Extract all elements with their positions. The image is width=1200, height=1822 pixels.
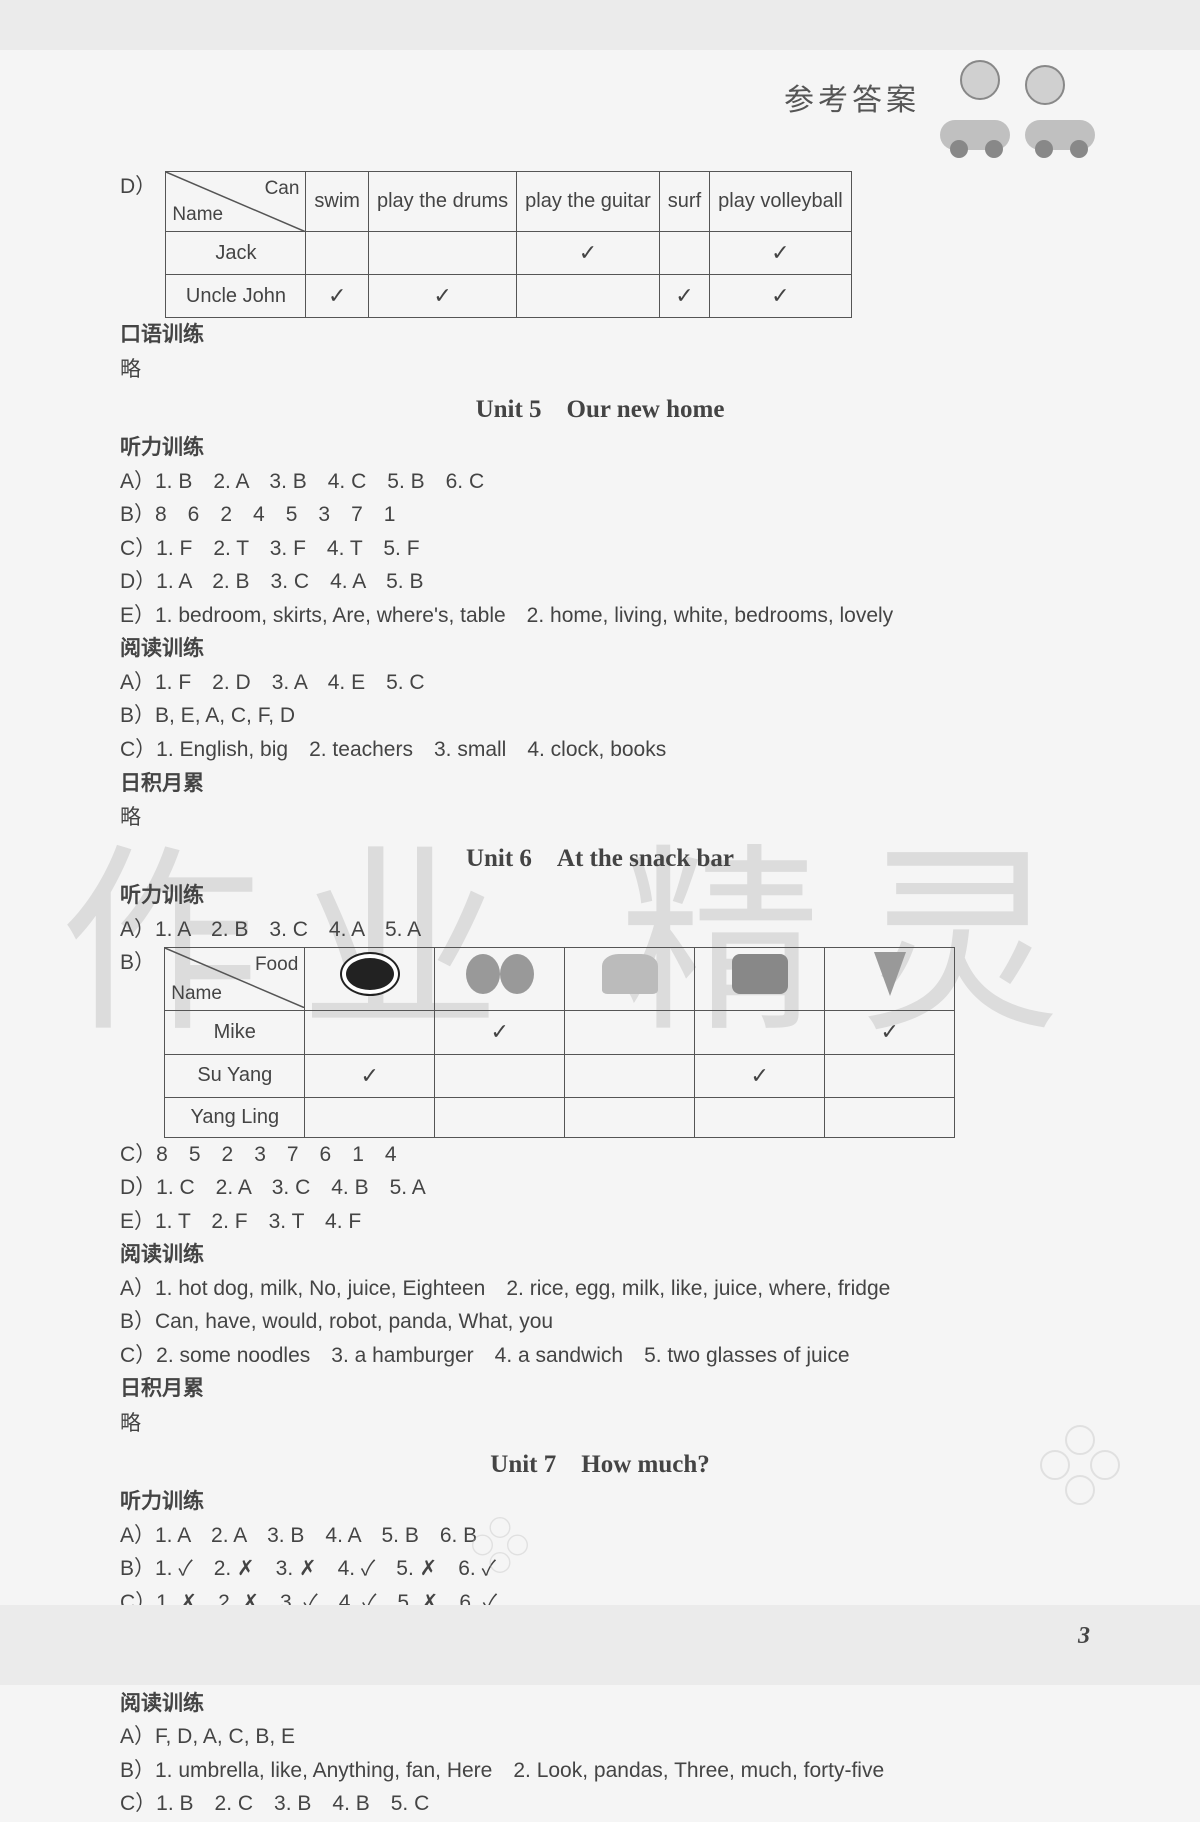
- u6-read-b: B）Can, have, would, robot, panda, What, …: [120, 1306, 1080, 1339]
- diag-top: Food: [255, 950, 298, 979]
- cell: [305, 1011, 435, 1054]
- heading-listen: 听力训练: [120, 880, 1080, 913]
- u7-read-c: C）1. B 2. C 3. B 4. B 5. C: [120, 1788, 1080, 1821]
- u5-listen-a: A）1. B 2. A 3. B 4. C 5. B 6. C: [120, 466, 1080, 499]
- u5-listen-e: E）1. bedroom, skirts, Are, where's, tabl…: [120, 600, 1080, 633]
- table-row: Su Yang ✓ ✓: [165, 1054, 955, 1097]
- food-cup-icon: [695, 948, 825, 1011]
- cell: ✓: [517, 232, 660, 275]
- row-name: Jack: [166, 232, 306, 275]
- cell: [565, 1011, 695, 1054]
- mascot-graphic: [930, 60, 1110, 150]
- cell: [565, 1054, 695, 1097]
- cell: [517, 275, 660, 318]
- heading-read: 阅读训练: [120, 633, 1080, 666]
- u5-listen-c: C）1. F 2. T 3. F 4. T 5. F: [120, 533, 1080, 566]
- table-can: Can Name swim play the drums play the gu…: [165, 171, 851, 318]
- cell: ✓: [305, 1054, 435, 1097]
- row-name: Su Yang: [165, 1054, 305, 1097]
- heading-listen: 听力训练: [120, 432, 1080, 465]
- u6-read-c: C）2. some noodles 3. a hamburger 4. a sa…: [120, 1340, 1080, 1373]
- heading-oral: 口语训练: [120, 319, 1080, 352]
- cell: ✓: [306, 275, 369, 318]
- cell: [825, 1054, 955, 1097]
- flower-decoration: [472, 1517, 528, 1573]
- bottom-band: [0, 1605, 1200, 1685]
- heading-accum: 日积月累: [120, 1373, 1080, 1406]
- cell: [565, 1097, 695, 1137]
- col-swim: swim: [306, 172, 369, 232]
- food-eggs-icon: [435, 948, 565, 1011]
- cell: [659, 232, 709, 275]
- cell: ✓: [659, 275, 709, 318]
- food-rice-icon: [305, 948, 435, 1011]
- u7-read-a: A）F, D, A, C, B, E: [120, 1721, 1080, 1754]
- table-food: Food Name Mike ✓ ✓ Su Yang ✓: [164, 947, 955, 1137]
- u6-listen-d: D）1. C 2. A 3. C 4. B 5. A: [120, 1172, 1080, 1205]
- content-area: D） Can Name swim play the drums play the…: [120, 170, 1080, 1822]
- table-row: Jack ✓ ✓: [166, 232, 851, 275]
- food-burger-icon: [565, 948, 695, 1011]
- cell: ✓: [695, 1054, 825, 1097]
- cell: [695, 1011, 825, 1054]
- cell: [305, 1097, 435, 1137]
- col-surf: surf: [659, 172, 709, 232]
- diag-bot: Name: [172, 200, 223, 229]
- u5-read-b: B）B, E, A, C, F, D: [120, 700, 1080, 733]
- unit5-title: Unit 5 Our new home: [120, 391, 1080, 430]
- u6-listen-a: A）1. A 2. B 3. C 4. A 5. A: [120, 914, 1080, 947]
- u5-listen-b: B）8 6 2 4 5 3 7 1: [120, 499, 1080, 532]
- u6-listen-e: E）1. T 2. F 3. T 4. F: [120, 1206, 1080, 1239]
- cell: ✓: [710, 275, 852, 318]
- u6-read-a: A）1. hot dog, milk, No, juice, Eighteen …: [120, 1273, 1080, 1306]
- diag-header: Can Name: [166, 172, 306, 232]
- u7-listen-b: B）1. ✓ 2. ✗ 3. ✗ 4. ✓ 5. ✗ 6. ✓: [120, 1553, 1080, 1586]
- col-guitar: play the guitar: [517, 172, 660, 232]
- cell: [306, 232, 369, 275]
- cell: ✓: [825, 1011, 955, 1054]
- heading-listen: 听力训练: [120, 1486, 1080, 1519]
- cell: [368, 232, 516, 275]
- unit7-title: Unit 7 How much?: [120, 1446, 1080, 1485]
- table-row: Uncle John ✓ ✓ ✓ ✓: [166, 275, 851, 318]
- diag-bot: Name: [171, 979, 222, 1008]
- u5-read-c: C）1. English, big 2. teachers 3. small 4…: [120, 734, 1080, 767]
- text-omit: 略: [120, 801, 1080, 834]
- row-name: Uncle John: [166, 275, 306, 318]
- cell: ✓: [435, 1011, 565, 1054]
- cell: ✓: [368, 275, 516, 318]
- text-omit: 略: [120, 1407, 1080, 1440]
- cell: [825, 1097, 955, 1137]
- page-title: 参考答案: [784, 75, 920, 119]
- u7-read-b: B）1. umbrella, like, Anything, fan, Here…: [120, 1755, 1080, 1788]
- food-icecream-icon: [825, 948, 955, 1011]
- u7-listen-a: A）1. A 2. A 3. B 4. A 5. B 6. B: [120, 1520, 1080, 1553]
- diag-top: Can: [265, 174, 300, 203]
- unit6-title: Unit 6 At the snack bar: [120, 840, 1080, 879]
- cell: [695, 1097, 825, 1137]
- page-number: 3: [1078, 1623, 1090, 1650]
- table-row: Mike ✓ ✓: [165, 1011, 955, 1054]
- heading-read: 阅读训练: [120, 1688, 1080, 1721]
- label-d: D）: [120, 171, 156, 204]
- col-drums: play the drums: [368, 172, 516, 232]
- heading-read: 阅读训练: [120, 1239, 1080, 1272]
- cell: [435, 1097, 565, 1137]
- text-omit: 略: [120, 353, 1080, 386]
- cell: [435, 1054, 565, 1097]
- label-b: B）: [120, 947, 155, 980]
- top-band: [0, 0, 1200, 50]
- table-row: Yang Ling: [165, 1097, 955, 1137]
- flower-decoration: [1040, 1425, 1120, 1505]
- row-name: Mike: [165, 1011, 305, 1054]
- u5-listen-d: D）1. A 2. B 3. C 4. A 5. B: [120, 566, 1080, 599]
- diag-header: Food Name: [165, 948, 305, 1011]
- cell: ✓: [710, 232, 852, 275]
- heading-accum: 日积月累: [120, 768, 1080, 801]
- row-name: Yang Ling: [165, 1097, 305, 1137]
- u5-read-a: A）1. F 2. D 3. A 4. E 5. C: [120, 667, 1080, 700]
- u6-listen-c: C）8 5 2 3 7 6 1 4: [120, 1139, 1080, 1172]
- col-volleyball: play volleyball: [710, 172, 852, 232]
